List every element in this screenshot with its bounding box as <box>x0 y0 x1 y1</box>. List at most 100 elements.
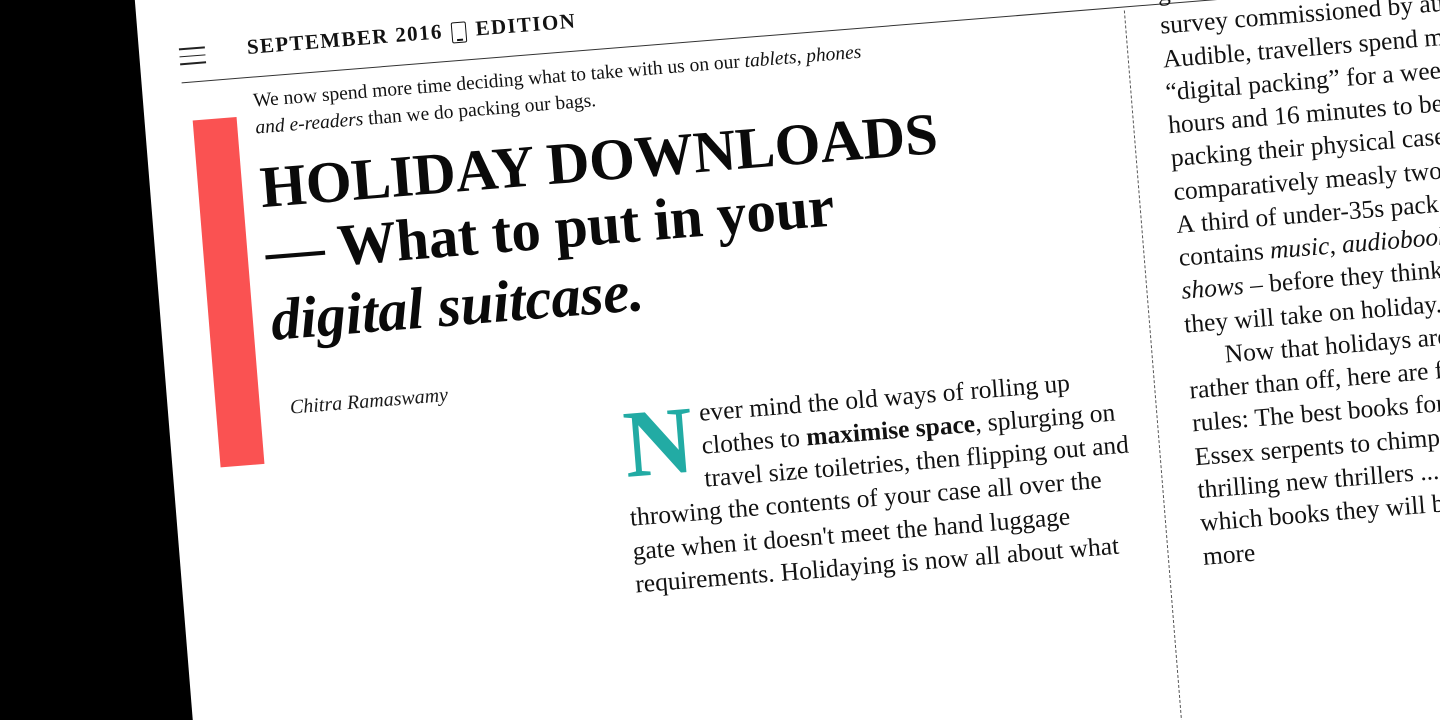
body-text: the <box>895 512 929 544</box>
newspaper-page: SEPTEMBER 2016 EDITION We now spend more… <box>130 0 1440 720</box>
body-text: splurging <box>986 400 1085 437</box>
body-text: their <box>1256 132 1306 166</box>
body-text: by <box>1386 0 1415 22</box>
body-text: up <box>1043 368 1071 400</box>
body-text: now <box>923 542 970 575</box>
body-text: under-35s <box>1281 193 1386 231</box>
page-inner: SEPTEMBER 2016 EDITION We now spend more… <box>130 0 1440 720</box>
body-text: Holidaying <box>779 548 897 587</box>
hamburger-bar <box>178 46 205 51</box>
body-text: all <box>973 539 1002 571</box>
body-text: travellers <box>1256 28 1354 66</box>
body-text: packing” <box>1246 63 1342 100</box>
body-text: when <box>680 527 738 562</box>
article-lead: We now spend more time deciding what to … <box>252 33 976 421</box>
body-text: your <box>882 479 932 512</box>
body-text: all <box>985 472 1014 504</box>
hamburger-bar <box>179 53 206 58</box>
body-text: will <box>1233 302 1276 335</box>
body-text: case <box>935 475 982 508</box>
body-text: goes <box>1156 0 1205 7</box>
body-text: size <box>767 455 810 488</box>
body-text: on <box>1088 397 1117 429</box>
body-text: for <box>1345 60 1378 92</box>
body-text: mind <box>747 389 803 423</box>
page-title: HOLIDAY DOWNLOADS — What to put in your … <box>258 100 972 354</box>
body-text: of <box>941 376 965 408</box>
body-text: be <box>1417 88 1440 120</box>
body-text-bold: maximise <box>805 414 911 452</box>
body-text: survey <box>1159 5 1230 40</box>
body-text: toiletries, <box>813 447 911 485</box>
hamburger-bar <box>180 61 207 66</box>
body-text: ever <box>697 394 744 427</box>
body-text-italic: audiobooks, <box>1340 220 1440 259</box>
body-text: holiday. <box>1359 288 1440 325</box>
dropcap: N <box>619 385 698 498</box>
body-text: take <box>1279 298 1324 331</box>
body-text: meet <box>839 515 892 549</box>
body-text: to <box>1391 90 1414 122</box>
edition-label: SEPTEMBER 2016 EDITION <box>246 9 577 60</box>
body-text: week-long <box>1398 49 1440 88</box>
body-text: more <box>1422 18 1440 53</box>
body-text-bold: space <box>914 408 977 443</box>
body-text: third <box>1199 204 1251 237</box>
body-text: throwing <box>628 495 723 533</box>
body-text: then <box>914 443 962 476</box>
body-text: measly <box>1324 158 1399 194</box>
edition-date: SEPTEMBER 2016 <box>245 19 444 59</box>
body-text: doesn't <box>762 520 836 555</box>
body-text: spend <box>1357 23 1419 58</box>
body-text: the <box>1069 465 1103 497</box>
body-text: “digital <box>1164 71 1243 107</box>
body-text: 16 <box>1272 99 1301 131</box>
body-text: gate <box>631 532 677 566</box>
hamburger-menu-icon[interactable] <box>178 46 207 66</box>
body-text: rolling <box>968 370 1040 406</box>
body-text: on <box>1327 295 1356 327</box>
body-text: physical <box>1309 125 1397 162</box>
body-text: Audible, <box>1161 37 1253 74</box>
body-text: contains <box>1177 236 1265 272</box>
body-paragraph-2: Now that holidays are about switching on… <box>1188 305 1440 571</box>
accent-bar <box>192 117 265 468</box>
body-text: case, <box>1400 120 1440 154</box>
body-text: travel <box>703 459 764 493</box>
body-text: of <box>1254 201 1278 233</box>
body-text: hand <box>932 508 985 541</box>
body-text: they <box>1339 259 1386 293</box>
body-text-italic: music, <box>1268 230 1337 265</box>
body-text: clothes <box>700 425 775 460</box>
body-text: they <box>1183 305 1230 339</box>
body-text: what <box>1068 530 1121 564</box>
body-text: in <box>1209 0 1231 2</box>
body-column-2: goes in your digital suitcase. According… <box>1156 0 1440 573</box>
body-text: hours <box>1167 105 1226 140</box>
body-text: contents <box>764 485 852 522</box>
body-text: audiobook <box>1418 0 1440 20</box>
body-text: flipping <box>965 436 1048 472</box>
body-text: minutes <box>1304 92 1388 129</box>
body-text: to <box>778 423 802 454</box>
edition-word: EDITION <box>474 8 578 41</box>
body-text: of <box>855 483 879 514</box>
body-text: two <box>1402 155 1440 188</box>
body-text: think <box>1389 255 1440 289</box>
body-text: and <box>1090 429 1130 462</box>
body-text: over <box>1017 468 1066 501</box>
body-paragraph-1-continued: goes in your digital suitcase. According… <box>1156 0 1440 341</box>
body-text: requirements. <box>634 558 776 599</box>
body-text: ways <box>882 378 938 412</box>
body-text: before <box>1267 263 1336 299</box>
body-text: out <box>1051 433 1087 465</box>
body-text: the <box>806 386 840 419</box>
body-text: luggage <box>988 501 1072 537</box>
body-text: old <box>844 383 879 416</box>
tablet-icon <box>451 21 468 44</box>
body-text: and <box>1229 102 1269 135</box>
body-text: about <box>1005 534 1065 569</box>
